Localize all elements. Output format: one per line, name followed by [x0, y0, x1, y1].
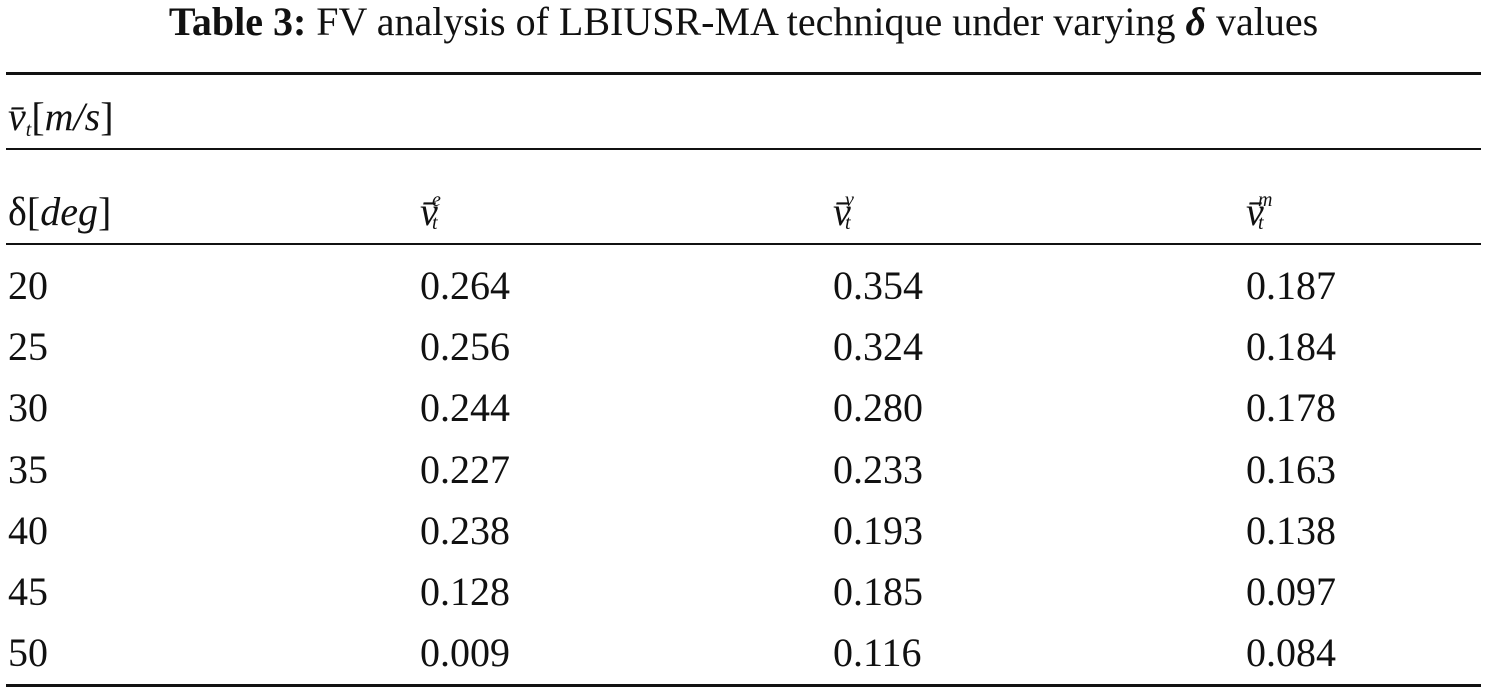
- group-symbol: v̄: [8, 94, 26, 139]
- table-cell: 0.324: [833, 324, 923, 370]
- header-symbol: v̄: [420, 189, 438, 234]
- header-subscript: t: [432, 212, 438, 234]
- column-header: v̄ e t: [420, 189, 442, 234]
- stacked-symbol: v̄ e t: [420, 189, 442, 234]
- table-cell: 0.116: [833, 630, 922, 676]
- table-cell: 0.244: [420, 385, 510, 431]
- table-cell: 0.097: [1246, 569, 1336, 614]
- header-superscript: e: [432, 189, 441, 211]
- table-cell: 0.187: [1246, 263, 1336, 308]
- table-cell: 0.193: [833, 507, 923, 553]
- caption-symbol: δ: [1185, 0, 1206, 44]
- table-cell: 0.178: [1246, 385, 1336, 431]
- header-superscript: m: [1258, 189, 1273, 211]
- column-header: v̄ m t: [1246, 189, 1272, 234]
- bottom-rule: [6, 684, 1481, 687]
- table-cell: 0.084: [1246, 630, 1336, 676]
- table-cell: 50: [8, 630, 48, 676]
- table-cell: 0.009: [420, 630, 510, 676]
- table-cell: 30: [8, 385, 48, 431]
- caption-text: FV analysis of LBIUSR-MA technique under…: [316, 0, 1176, 44]
- header-symbol: δ: [8, 189, 27, 234]
- stacked-symbol: v̄ v t: [833, 189, 855, 234]
- column-header: δ[deg]: [8, 192, 111, 232]
- caption-label: Table 3:: [168, 0, 307, 44]
- header-open: [: [26, 189, 41, 234]
- table-cell: 25: [8, 324, 48, 370]
- caption-tail: values: [1215, 0, 1319, 44]
- stacked-symbol: v̄ m t: [1246, 189, 1272, 234]
- table-cell: 0.264: [420, 263, 510, 308]
- table-cell: 0.354: [833, 263, 923, 308]
- table-cell: 0.128: [420, 569, 510, 614]
- table-cell: 0.185: [833, 569, 923, 614]
- table-cell: 0.280: [833, 385, 923, 431]
- header-subscript: t: [1258, 212, 1264, 234]
- header-symbol: v̄: [1246, 189, 1264, 234]
- group-close: ]: [100, 94, 114, 139]
- group-unit: m/s: [44, 94, 101, 139]
- top-rule: [6, 72, 1481, 75]
- table-cell: 35: [8, 446, 48, 492]
- header-superscript: v: [845, 189, 854, 211]
- header-unit: deg: [40, 189, 98, 234]
- table-cell: 0.184: [1246, 324, 1336, 370]
- header-rule: [6, 243, 1481, 245]
- table-cell: 40: [8, 507, 48, 553]
- header-symbol: v̄: [833, 189, 851, 234]
- group-header: v̄t[m/s]: [8, 94, 114, 141]
- table-cell: 0.256: [420, 324, 510, 370]
- table-cell: 0.227: [420, 446, 510, 492]
- table-cell: 0.238: [420, 507, 510, 553]
- table-cell: 0.163: [1246, 446, 1336, 492]
- table-cell: 20: [8, 263, 48, 308]
- mid-rule: [6, 148, 1481, 150]
- group-subscript: t: [25, 119, 32, 141]
- header-close: ]: [97, 189, 112, 234]
- table-caption: Table 3: FV analysis of LBIUSR-MA techni…: [0, 2, 1487, 42]
- column-header: v̄ v t: [833, 189, 855, 234]
- group-open: [: [31, 94, 45, 139]
- table-cell: 0.138: [1246, 507, 1336, 553]
- table-cell: 0.233: [833, 446, 923, 492]
- header-subscript: t: [845, 212, 851, 234]
- table-cell: 45: [8, 569, 48, 614]
